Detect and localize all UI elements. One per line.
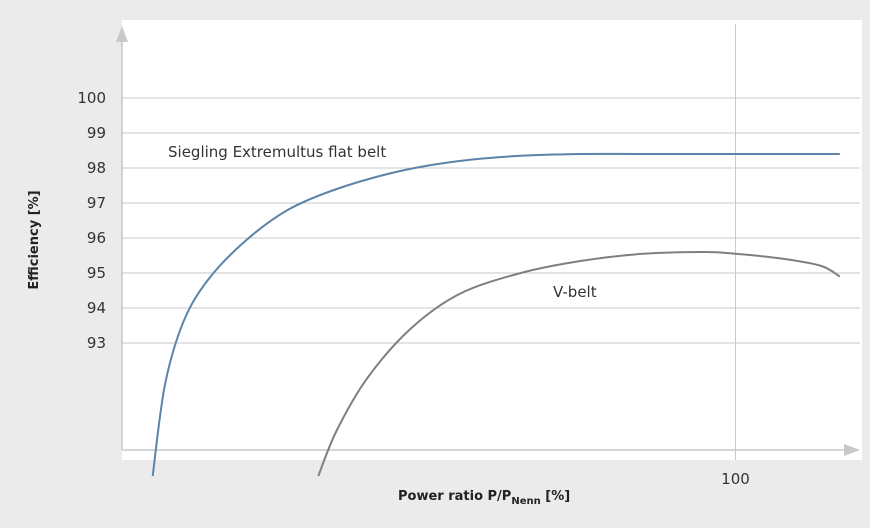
y-tick-labels: 100 99 98 97 96 95 94 93: [77, 89, 106, 352]
y-tick-label: 95: [87, 264, 106, 282]
y-tick-label: 100: [77, 89, 106, 107]
x-axis-label: Power ratio P/PNenn [%]: [398, 489, 570, 507]
axes: [116, 26, 860, 456]
grid-lines: [122, 24, 860, 460]
x-axis-label-unit: [%]: [541, 489, 570, 504]
flat-belt-series-label: Siegling Extremultus flat belt: [168, 143, 386, 161]
y-tick-label: 98: [87, 159, 106, 177]
x-tick-labels: 100: [721, 470, 750, 488]
flat-belt-series-line: [151, 152, 840, 477]
y-axis-arrow: [116, 26, 128, 42]
series-labels: Siegling Extremultus flat belt V-belt: [168, 143, 597, 301]
y-tick-label: 93: [87, 334, 106, 352]
y-tick-label: 94: [87, 299, 106, 317]
x-tick-label: 100: [721, 470, 750, 488]
v-belt-series-label: V-belt: [553, 283, 597, 301]
y-tick-label: 96: [87, 229, 106, 247]
x-axis-label-subscript: Nenn: [511, 496, 540, 507]
series-group: [151, 152, 841, 477]
x-axis-label-main: Power ratio P/P: [398, 489, 511, 504]
y-axis-label: Efficiency [%]: [27, 190, 42, 289]
y-tick-label: 99: [87, 124, 106, 142]
y-tick-label: 97: [87, 194, 106, 212]
x-axis-arrow: [844, 444, 860, 456]
v-belt-series-line: [317, 250, 841, 477]
